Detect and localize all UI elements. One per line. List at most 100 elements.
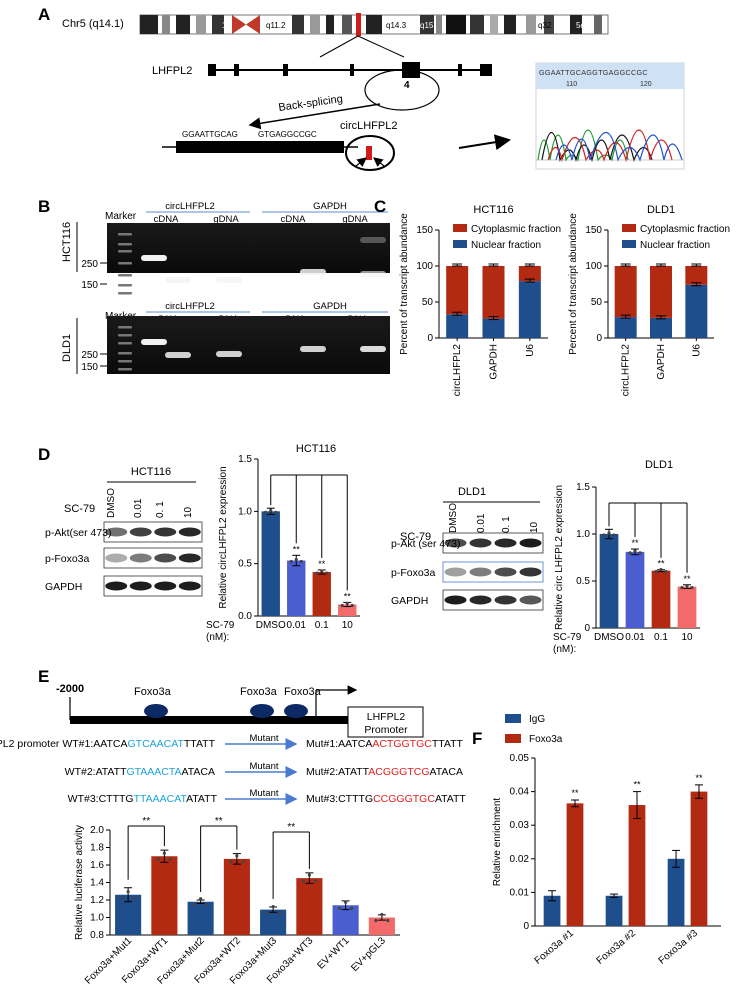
gel-hct116-band — [165, 277, 191, 283]
sanger-tick-120: 120 — [640, 81, 652, 88]
gel-dld1-band — [360, 346, 386, 352]
chart-e-luciferase-bar — [260, 909, 287, 935]
chart-e-luciferase-xtick-label: EV+pGL3 — [349, 935, 388, 974]
chart-d-hct116-xtick-label: DMSO — [256, 620, 286, 631]
chart-c-dld1-bar-nuclear — [685, 284, 708, 338]
chart-e-luciferase-dot — [168, 857, 172, 861]
chart-e-luciferase-dot — [271, 905, 275, 909]
gel-hct116-template-label: cDNA — [154, 214, 179, 225]
gel-dld1-size-150: 150 — [81, 362, 98, 373]
foxo3a-site-2 — [250, 704, 274, 718]
chart-e-luciferase-dot — [277, 911, 281, 915]
chart-c-hct116-xtick-label: GAPDH — [489, 344, 500, 380]
wt-sequence-2: WT#2:ATATTGTAAACTAATACA — [65, 766, 215, 778]
chart-e-luciferase-dot — [350, 906, 354, 910]
chart-c-dld1-legend-nuc: Nuclear fraction — [640, 240, 710, 251]
chart-c-dld1-legend-cyto: Cytoplasmic fraction — [640, 224, 730, 235]
chart-c-dld1-title: DLD1 — [647, 204, 675, 216]
chart-d-hct116-bar — [287, 560, 306, 616]
gel-dld1-band — [141, 339, 167, 345]
gel-hct116-band — [141, 255, 167, 261]
chart-d-hct116-xtick-label: 10 — [342, 620, 354, 631]
chart-e-luciferase-bar — [223, 858, 250, 935]
chart-d: HCT116 Relative circLHFPL2 expression 0.0 0… — [206, 443, 700, 655]
blot-hct116-row-2-frame — [103, 575, 203, 597]
chart-d-dld1-nm-label: (nM): — [553, 644, 576, 655]
gel-hct116-band — [300, 269, 326, 275]
chart-f-chip-legend-igg: IgG — [529, 714, 545, 725]
blot-hct116-dose-label: 10 — [183, 506, 194, 518]
chart-e-luciferase-ytick-label: 0.8 — [90, 930, 104, 941]
chart-c-hct116-bar-cytoplasmic — [446, 266, 469, 315]
gel-dld1-ladder-band — [118, 326, 132, 329]
blot-dld1-row-2-frame — [442, 589, 544, 611]
chart-d-hct116-dot — [274, 510, 278, 514]
foxo3a-label-2: Foxo3a — [240, 686, 278, 698]
chart-f-chip-legend-swatch-foxo3a — [505, 734, 521, 743]
gel-hct116-group-gapdh: GAPDH — [313, 201, 347, 212]
junction-left-seq: GGAATTGCAG — [182, 130, 238, 139]
chart-d-hct116-sc79-axis-label: SC-79 — [206, 620, 235, 631]
chart-d-dld1-title: DLD1 — [645, 459, 673, 471]
chart-e-luciferase-significance: ** — [215, 816, 223, 827]
band-label-q11: q11.2 — [266, 21, 286, 30]
gel-dld1-band — [165, 352, 191, 358]
chart-e: Relative luciferase activity 0.8 1.0 1.2 1.4… — [74, 816, 400, 987]
chart-e-luciferase-dot — [344, 900, 348, 904]
blot-dld1-row-0-band — [519, 538, 542, 548]
junction-exon-block — [176, 141, 344, 153]
blot-hct116-row-2-protein-label: GAPDH — [45, 581, 82, 593]
gel-dld1-group-circ: circLHFPL2 — [165, 301, 215, 312]
chart-d-dld1-dot — [638, 551, 642, 555]
chart-e-luciferase-ytick-label: 1.8 — [90, 843, 104, 854]
blot-dld1-row-1-band — [494, 567, 517, 577]
chart-f-chip-ylabel: Relative enrichment — [492, 798, 503, 887]
chart-f: Relative enrichment 0 0.01 0.02 0.03 0.04 0.05… — [492, 714, 721, 967]
sanger-seq: GGAATTGCAGGTGAGGCCGC — [539, 68, 648, 77]
blot-hct116-dose-label: 0. 1 — [155, 501, 166, 518]
chart-f-chip-ytick-label: 0.03 — [510, 820, 530, 831]
panel-letter-c: C — [374, 197, 386, 216]
chart-d-dld1-dot — [654, 570, 658, 574]
chart-c: HCT116 Percent of transcript abundance 0 50… — [399, 204, 730, 396]
chart-e-luciferase-dot — [199, 897, 203, 901]
gel-hct116-band — [360, 237, 386, 243]
chromosome-ideogram — [139, 13, 609, 36]
blot-hct116-row-2-band — [154, 581, 177, 591]
chart-e-luciferase-significance: ** — [287, 822, 295, 833]
chart-e-luciferase-xtick-label: EV+WT1 — [315, 935, 352, 972]
chart-f-chip-ytick-label: 0 — [523, 921, 529, 932]
chart-c-dld1-bar-nuclear — [650, 317, 672, 338]
panel-letter-b: B — [38, 197, 50, 216]
foxo3a-label-1: Foxo3a — [134, 686, 172, 698]
panel-letter-a: A — [38, 5, 50, 24]
wt-sequence-3: WT#3:CTTTGTTAAACATATATT — [68, 793, 218, 805]
backsplice-arrow — [248, 103, 381, 130]
blot-hct116-dose-label: DMSO — [106, 488, 117, 518]
chart-c-dld1-ytick-label: 0 — [596, 333, 602, 344]
chart-d-hct116-xtick-label: 0.01 — [287, 620, 307, 631]
gene-model — [208, 62, 492, 78]
chart-f-chip-significance: ** — [571, 788, 579, 798]
gel-panel-b: Marker circLHFPL2 GAPDH cDNA gDNA cDNA gDNA 250… — [81, 201, 390, 374]
blot-hct116-row-2-band — [105, 581, 128, 591]
panel-letter-f: F — [472, 729, 482, 748]
chart-c-dld1-legend-swatch-cyto — [622, 224, 636, 232]
chart-d-dld1-sc79-axis-label: SC-79 — [553, 632, 582, 643]
chart-e-luciferase-dot — [386, 918, 390, 923]
blot-dld1-title: DLD1 — [458, 486, 486, 498]
blot-hct116-title: HCT116 — [131, 466, 171, 478]
chart-d-hct116-ylabel: Relative circLHFPL2 expression — [218, 466, 229, 608]
blot-dld1-row-0-band — [494, 538, 517, 548]
blot-dld1-row-2-protein-label: GAPDH — [391, 595, 428, 607]
blot-hct116-row-1-band — [154, 553, 177, 563]
chart-d-dld1-xtick-label: 0.1 — [654, 632, 668, 643]
chart-d-hct116-title: HCT116 — [296, 443, 336, 455]
mutant-label-3: Mutant — [249, 788, 278, 799]
gel-hct116-ladder-band — [118, 243, 132, 246]
chart-d-hct116-bar — [261, 511, 280, 616]
mut-sequence-3: Mut#3:CTTTGCCGGGTGCATATT — [306, 793, 466, 805]
blot-hct116-row-2-band — [178, 581, 201, 591]
gel-hct116-band — [216, 277, 242, 283]
chart-d-hct116-significance: ** — [293, 544, 301, 554]
